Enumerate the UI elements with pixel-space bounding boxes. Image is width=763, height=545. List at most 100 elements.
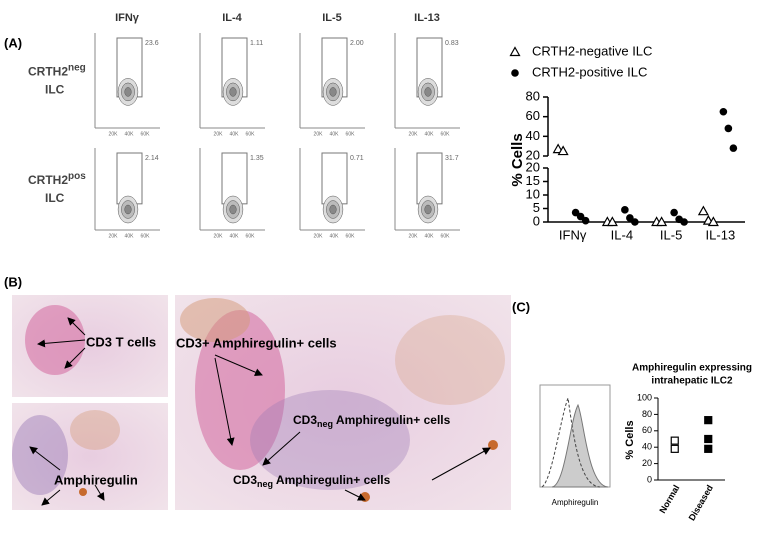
annotation: CD3+ Amphiregulin+ cells bbox=[176, 335, 337, 350]
gate-value: 1.35 bbox=[250, 155, 264, 162]
x-tick-label: 60K bbox=[141, 131, 151, 137]
annotation: CD3 T cells bbox=[86, 334, 156, 349]
column-label: IFNγ bbox=[115, 12, 140, 24]
row-label-sup: pos bbox=[68, 171, 86, 182]
x-tick-label: 60K bbox=[441, 131, 451, 137]
x-tick-label: 60K bbox=[346, 233, 356, 239]
contour bbox=[329, 204, 337, 215]
point bbox=[707, 216, 719, 227]
gate-value: 0.71 bbox=[350, 155, 364, 162]
y-tick-label: 15 bbox=[526, 173, 540, 188]
gate-value: 1.11 bbox=[250, 40, 263, 47]
x-tick-label: 60K bbox=[246, 131, 256, 137]
x-tick-label: 40K bbox=[425, 131, 435, 137]
x-tick-label: 20K bbox=[409, 131, 419, 137]
chart-title: intrahepatic ILC2 bbox=[651, 376, 733, 387]
point bbox=[704, 416, 713, 425]
point bbox=[704, 444, 713, 453]
x-tick-label: IFNγ bbox=[559, 227, 587, 242]
x-tick-label: IL-4 bbox=[611, 227, 633, 242]
gate-value: 2.14 bbox=[145, 155, 159, 162]
y-tick-label: 0 bbox=[647, 474, 652, 484]
x-tick-label: 20K bbox=[109, 131, 119, 137]
x-tick-label: 20K bbox=[314, 233, 324, 239]
column-label: IL-13 bbox=[414, 12, 440, 24]
panel-label: (A) bbox=[4, 35, 22, 50]
point bbox=[670, 444, 679, 453]
row-label: ILC bbox=[45, 191, 65, 205]
row-label: CRTH2neg bbox=[28, 62, 86, 79]
micrographs: CD3 T cells Amphiregulin CD3+ Amphiregul… bbox=[12, 295, 511, 510]
y-tick-label: 40 bbox=[526, 128, 540, 143]
column-label: IL-5 bbox=[322, 12, 342, 24]
panel-label: (C) bbox=[512, 299, 530, 314]
x-tick-label: 40K bbox=[230, 131, 240, 137]
row-label: CRTH2pos bbox=[28, 171, 86, 188]
point bbox=[581, 216, 590, 225]
point bbox=[509, 46, 521, 57]
y-tick-label: 60 bbox=[526, 108, 540, 123]
y-tick-label: 100 bbox=[637, 392, 652, 402]
point bbox=[631, 218, 639, 226]
histogram: Amphiregulin bbox=[539, 384, 611, 507]
annotation: Amphiregulin bbox=[54, 472, 138, 487]
y-tick-label: 40 bbox=[642, 442, 652, 452]
row-label: ILC bbox=[45, 83, 65, 97]
point bbox=[670, 436, 679, 445]
x-tick-label: 40K bbox=[330, 131, 340, 137]
contour bbox=[124, 87, 132, 97]
row-label-sup: neg bbox=[68, 62, 86, 73]
point bbox=[621, 206, 629, 214]
x-tick-label: 40K bbox=[230, 233, 240, 239]
annotation: CD3neg Amphiregulin+ cells bbox=[293, 413, 451, 429]
y-tick-label: 80 bbox=[642, 409, 652, 419]
gate-value: 2.00 bbox=[350, 40, 364, 47]
x-tick-label: IL-5 bbox=[660, 227, 682, 242]
y-axis-label: % Cells bbox=[624, 420, 636, 459]
x-tick-label: 40K bbox=[425, 233, 435, 239]
annotation: CD3neg Amphiregulin+ cells bbox=[233, 473, 391, 489]
x-tick-label: 60K bbox=[441, 233, 451, 239]
contour bbox=[229, 204, 237, 215]
contour bbox=[229, 87, 237, 97]
point bbox=[729, 144, 738, 152]
legend-label: CRTH2-positive ILC bbox=[532, 64, 647, 79]
contour bbox=[329, 87, 337, 97]
panel-label: (B) bbox=[4, 274, 22, 289]
contour bbox=[424, 204, 432, 215]
gate-value: 23.6 bbox=[145, 40, 159, 47]
y-tick-label: 20 bbox=[642, 458, 652, 468]
point bbox=[680, 218, 688, 226]
y-tick-label: 20 bbox=[526, 159, 540, 174]
x-tick-label: 20K bbox=[314, 131, 324, 137]
x-tick-label: 20K bbox=[409, 233, 419, 239]
x-tick-label: 60K bbox=[246, 233, 256, 239]
point bbox=[670, 208, 678, 217]
contour bbox=[124, 204, 132, 215]
y-tick-label: 20 bbox=[526, 147, 540, 162]
x-tick-label: 20K bbox=[109, 233, 119, 239]
point bbox=[606, 216, 618, 227]
row-label-main: CRTH2 bbox=[28, 65, 68, 79]
gate-value: 31.7 bbox=[445, 155, 459, 162]
y-tick-label: 0 bbox=[533, 213, 540, 228]
gate-value: 0.83 bbox=[445, 40, 459, 47]
point bbox=[511, 69, 519, 77]
row-label-main: CRTH2 bbox=[28, 173, 68, 187]
y-axis-label: % Cells bbox=[509, 133, 526, 186]
point bbox=[656, 216, 668, 227]
axis-label: Amphiregulin bbox=[552, 498, 599, 507]
y-tick-label: 60 bbox=[642, 425, 652, 435]
x-tick-label: IL-13 bbox=[706, 227, 736, 242]
point bbox=[719, 107, 728, 116]
legend-label: CRTH2-negative ILC bbox=[532, 43, 652, 58]
point bbox=[724, 124, 733, 133]
chart-title: Amphiregulin expressing bbox=[632, 363, 752, 374]
point bbox=[697, 205, 709, 216]
point bbox=[557, 145, 569, 156]
y-tick-label: 5 bbox=[533, 200, 540, 215]
contour bbox=[424, 87, 432, 97]
x-tick-label: 20K bbox=[214, 131, 224, 137]
y-tick-label: 10 bbox=[526, 186, 540, 201]
